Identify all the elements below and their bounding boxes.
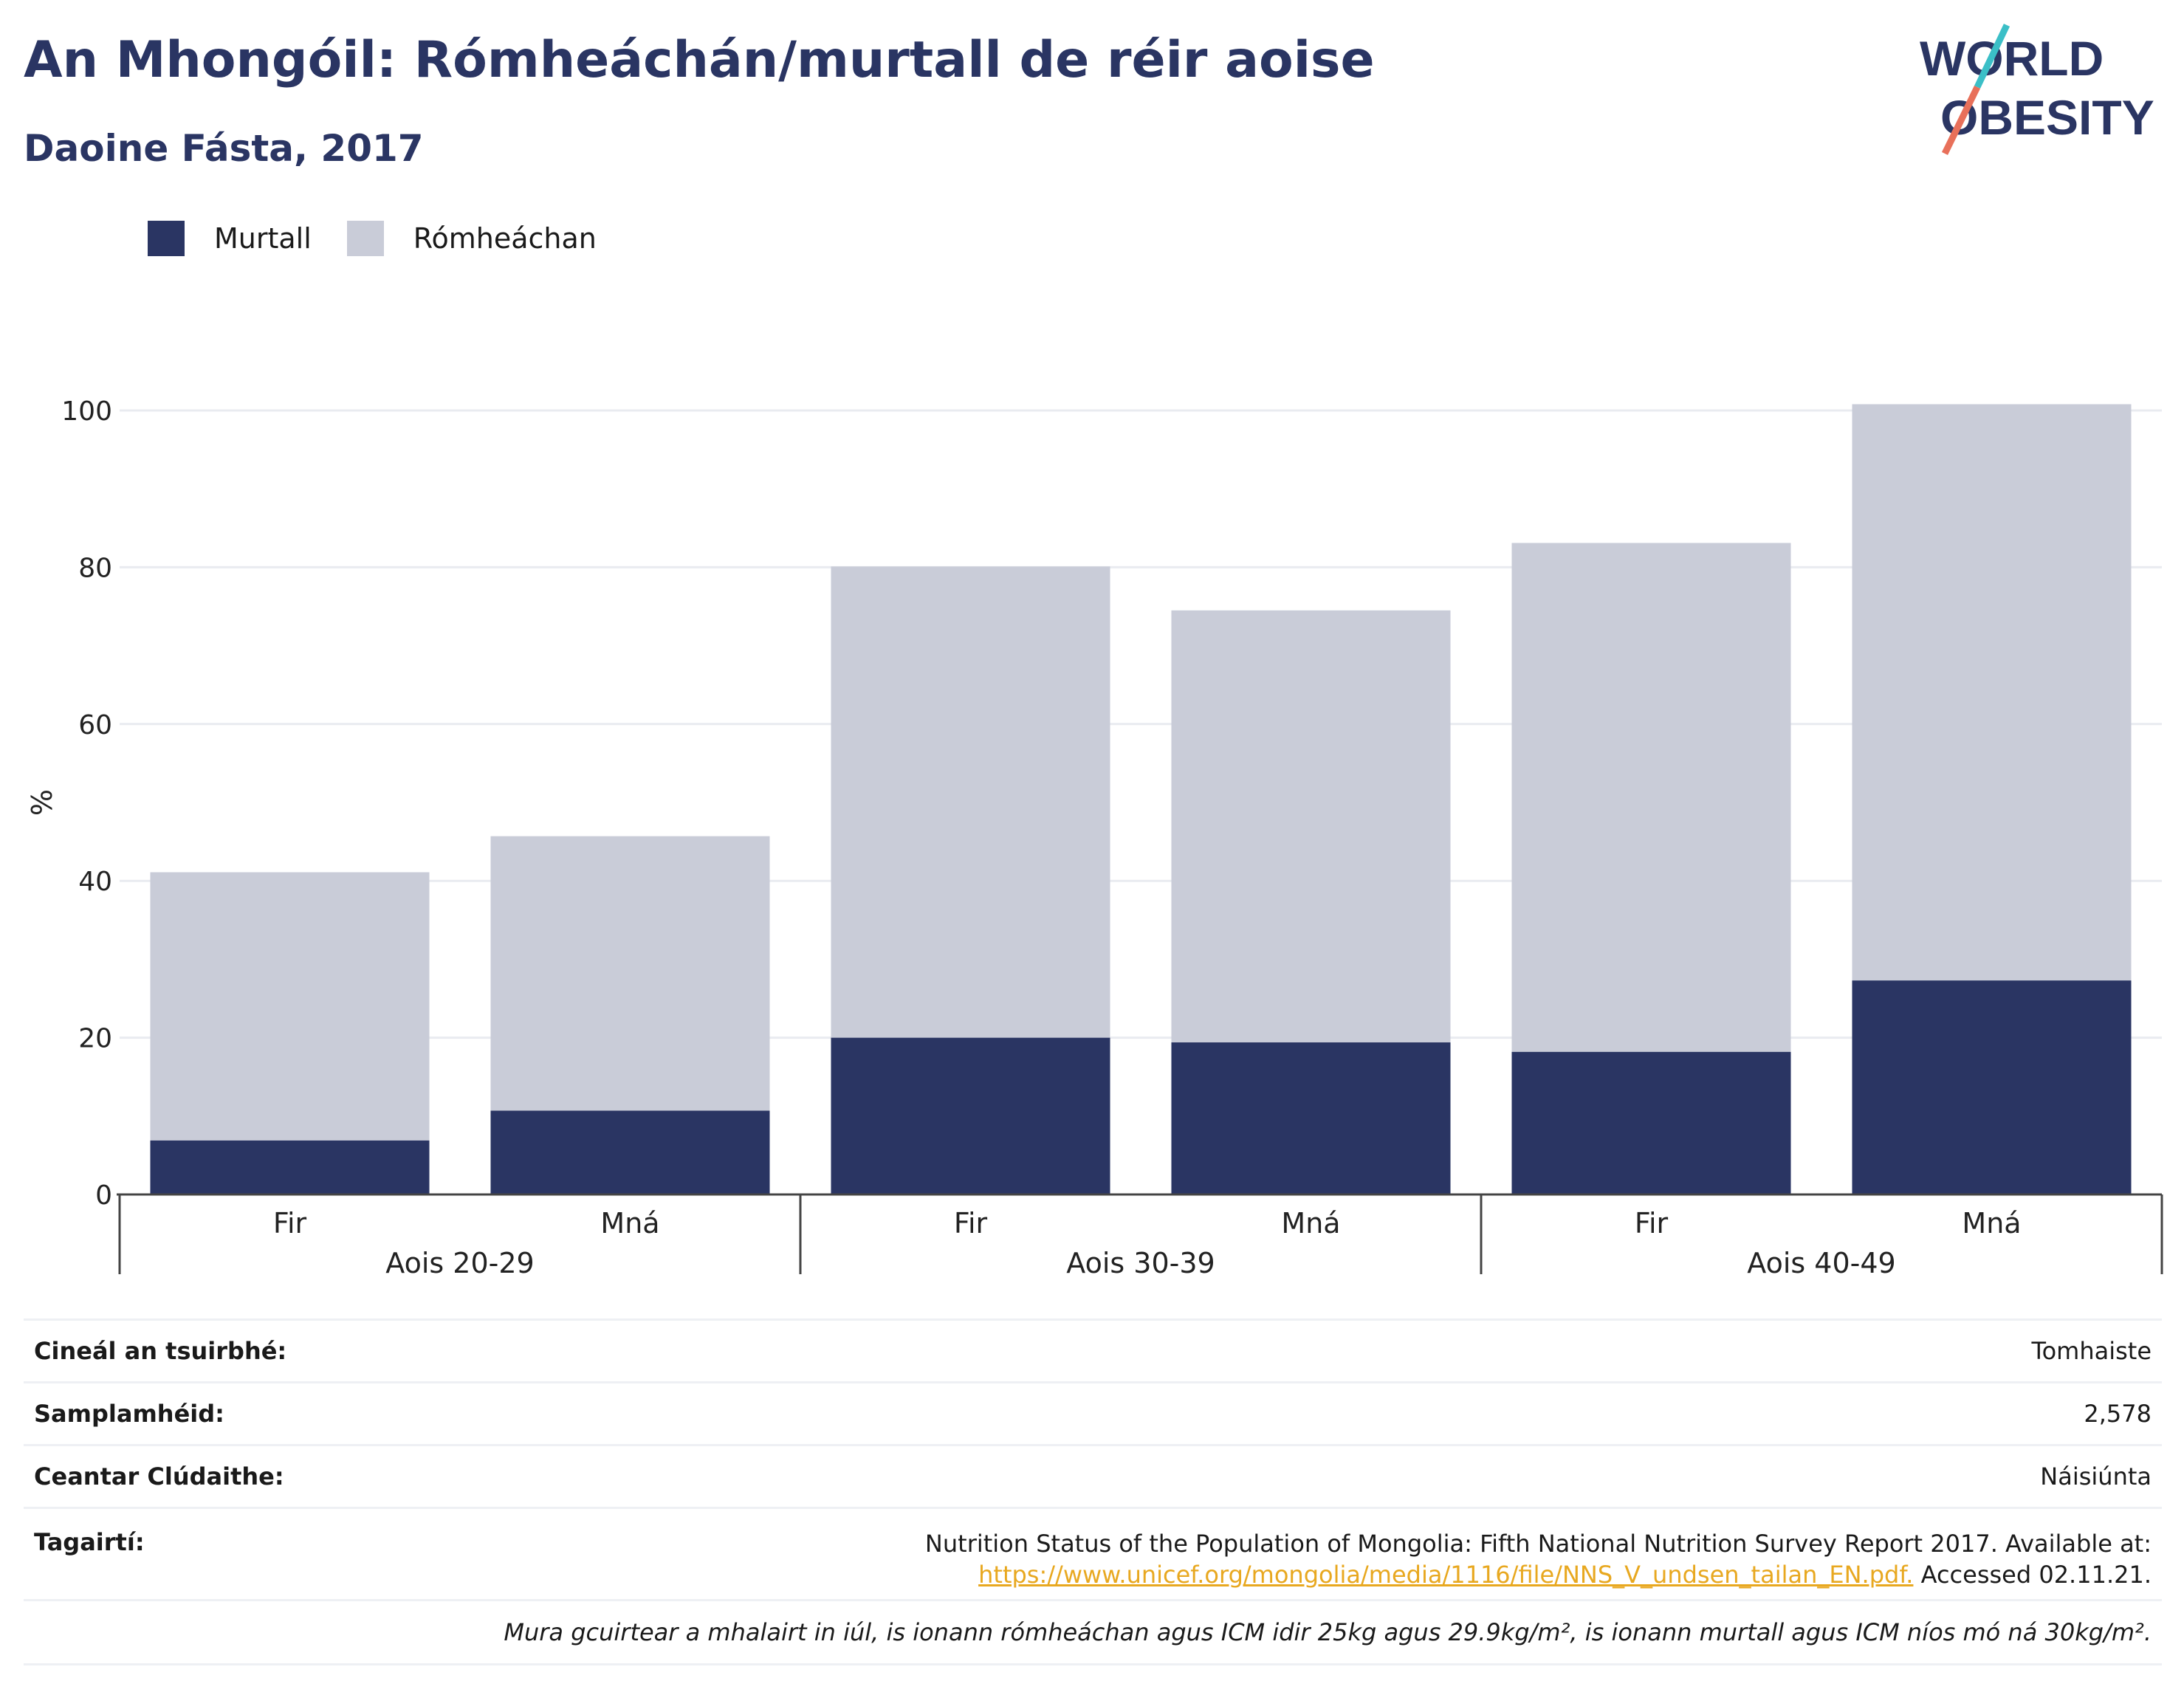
x-tick-label: Mná [1281, 1207, 1340, 1240]
y-tick-label: 20 [78, 1024, 112, 1054]
legend-label-overweight: Rómheáchan [413, 222, 597, 255]
bar-overweight [1852, 404, 2132, 981]
legend-item-overweight[interactable]: Rómheáchan [346, 221, 597, 256]
info-row-coverage: Ceantar Clúdaithe: Náisiúnta [24, 1444, 2162, 1507]
logo-line-2: OBESITY [1940, 90, 2154, 145]
bar-overweight [490, 836, 770, 1111]
y-tick-label: 40 [78, 867, 112, 897]
y-axis-label: % [26, 789, 58, 816]
logo-line-1: WORLD [1920, 31, 2104, 86]
bar-obesity [150, 1140, 430, 1194]
survey-type-value: Tomhaiste [2031, 1337, 2152, 1365]
info-row-sample-size: Samplamhéid: 2,578 [24, 1381, 2162, 1444]
x-tick-label: Mná [1962, 1207, 2021, 1240]
sample-size-label: Samplamhéid: [34, 1400, 224, 1428]
references-text: Nutrition Status of the Population of Mo… [924, 1530, 2152, 1558]
group-label: Aois 20-29 [385, 1247, 534, 1279]
bar-overweight [831, 566, 1110, 1038]
survey-type-label: Cineál an tsuirbhé: [34, 1337, 287, 1365]
group-label: Aois 30-39 [1066, 1247, 1215, 1279]
bar-obesity [1171, 1042, 1451, 1194]
bar-obesity [1511, 1051, 1791, 1194]
bar-chart: 0 20 40 60 80 100% Fir Mná Fir Mná Fir Mná Aois 20-2… [26, 396, 2163, 1279]
legend-item-obesity[interactable]: Murtall [148, 221, 312, 256]
chart-subtitle: Daoine Fásta, 2017 [24, 127, 424, 170]
info-row-survey-type: Cineál an tsuirbhé: Tomhaiste [24, 1318, 2162, 1381]
y-tick-label: 80 [78, 553, 112, 583]
legend-label-obesity: Murtall [214, 222, 312, 255]
coverage-value: Náisiúnta [2040, 1462, 2152, 1491]
references-accessed: Accessed 02.11.21. [1913, 1561, 2152, 1589]
x-tick-label: Fir [273, 1207, 307, 1240]
chart-title: An Mhongóil: Rómheáchán/murtall de réir … [24, 31, 1375, 89]
logo-slash-teal [1974, 24, 2010, 89]
survey-info-table: Cineál an tsuirbhé: Tomhaiste Samplamhéi… [24, 1318, 2162, 1665]
chart-legend: Murtall Rómheáchan [148, 219, 632, 258]
x-tick-label: Fir [1635, 1207, 1669, 1240]
y-tick-label: 0 [95, 1180, 112, 1211]
x-tick-label: Fir [954, 1207, 988, 1240]
legend-swatch-overweight [346, 221, 384, 256]
sample-size-value: 2,578 [2084, 1400, 2152, 1428]
bar-obesity [490, 1110, 770, 1194]
bar-obesity [831, 1037, 1110, 1194]
legend-swatch-obesity [148, 221, 185, 256]
y-tick-label: 100 [61, 396, 112, 427]
logo-slash-coral [1941, 86, 1981, 155]
bar-overweight [150, 872, 430, 1141]
definition-note: Mura gcuirtear a mhalairt in iúl, is ion… [504, 1618, 2152, 1646]
references-value: Nutrition Status of the Population of Mo… [925, 1528, 2162, 1590]
references-link[interactable]: https://www.unicef.org/mongolia/media/11… [978, 1561, 1914, 1589]
group-label: Aois 40-49 [1747, 1247, 1895, 1279]
coverage-label: Ceantar Clúdaithe: [34, 1462, 284, 1491]
bar-obesity [1852, 980, 2132, 1194]
world-obesity-logo: WORLD OBESITY [1920, 24, 2154, 155]
y-tick-label: 60 [78, 710, 112, 740]
x-tick-label: Mná [600, 1207, 659, 1240]
bar-overweight [1171, 610, 1451, 1042]
info-row-references: Tagairtí: Nutrition Status of the Popula… [24, 1507, 2162, 1599]
bar-overweight [1511, 543, 1791, 1052]
info-row-note: Mura gcuirtear a mhalairt in iúl, is ion… [24, 1599, 2162, 1665]
references-label: Tagairtí: [34, 1528, 145, 1556]
